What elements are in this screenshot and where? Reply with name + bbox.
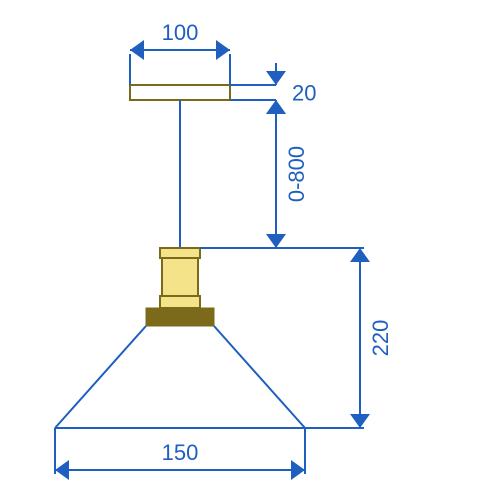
dim-shade-height-label: 220 [368,320,393,357]
pendant-lamp-dimension-diagram: 100 20 0-800 220 150 [0,0,500,500]
lamp-socket [160,248,200,308]
dim-cap-height-label: 20 [292,81,316,106]
dim-top-width-label: 100 [162,20,199,45]
shade-collar [146,308,214,326]
dim-cable-length-label: 0-800 [284,146,309,202]
dim-shade-width-label: 150 [162,440,199,465]
ceiling-canopy [130,85,230,100]
